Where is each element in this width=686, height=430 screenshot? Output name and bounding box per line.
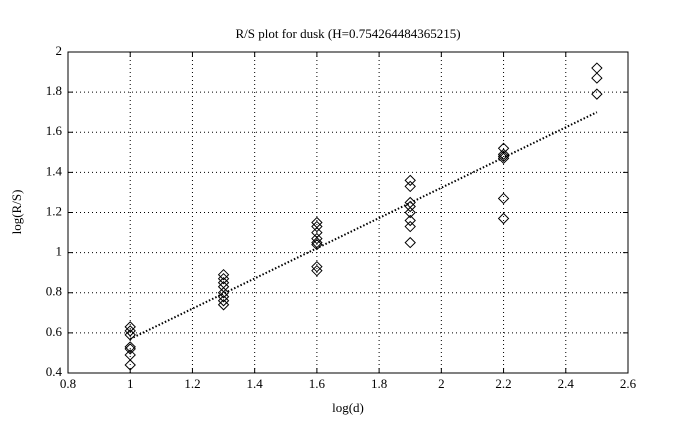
data-point <box>404 174 416 187</box>
chart-title: R/S plot for dusk (H=0.754264484365215) <box>235 26 460 41</box>
y-tick-label: 1.8 <box>46 83 62 98</box>
x-tick-label: 2 <box>438 376 445 391</box>
data-point <box>404 200 416 213</box>
x-tick-label: 1.2 <box>184 376 200 391</box>
x-tick-label: 2.4 <box>558 376 575 391</box>
data-point <box>404 236 416 249</box>
data-point <box>404 220 416 233</box>
data-point <box>311 238 323 251</box>
data-point <box>217 295 230 307</box>
data-point <box>217 272 230 285</box>
y-tick-label: 0.6 <box>46 324 63 339</box>
x-tick-label: 1.8 <box>371 376 387 391</box>
x-tick-label: 2.6 <box>620 376 637 391</box>
x-axis-label: log(d) <box>332 400 364 415</box>
y-tick-label: 0.4 <box>46 364 63 379</box>
data-point <box>124 359 136 371</box>
data-point <box>404 180 416 193</box>
data-point <box>404 206 416 219</box>
data-point <box>217 287 230 299</box>
data-point <box>497 150 510 163</box>
y-tick-label: 1.2 <box>46 203 62 218</box>
data-point <box>497 212 510 225</box>
data-point <box>311 264 323 277</box>
data-point <box>404 214 416 227</box>
data-point <box>311 220 323 233</box>
y-tick-label: 1.6 <box>46 123 63 138</box>
plot-frame <box>67 51 629 374</box>
x-tick-label: 0.8 <box>60 376 76 391</box>
data-point <box>591 62 603 74</box>
data-point <box>591 72 603 84</box>
data-point <box>217 299 230 311</box>
data-point <box>497 152 510 165</box>
data-point <box>311 260 323 273</box>
data-point <box>217 268 230 281</box>
y-axis-label: log(R/S) <box>9 190 24 235</box>
data-point <box>217 291 230 303</box>
data-point <box>497 148 510 161</box>
data-point <box>124 343 136 355</box>
x-tick-label: 1 <box>127 376 134 391</box>
data-point <box>124 341 136 353</box>
data-point <box>404 196 416 209</box>
data-point <box>124 329 136 341</box>
x-tick-label: 1.4 <box>247 376 264 391</box>
data-point <box>497 192 510 205</box>
x-tick-label: 1.6 <box>309 376 326 391</box>
data-point <box>124 325 136 337</box>
fit-line <box>129 111 598 340</box>
y-tick-label: 1.4 <box>46 163 63 178</box>
y-tick-label: 1 <box>56 244 63 259</box>
y-tick-label: 2 <box>56 43 63 58</box>
data-point <box>311 216 323 229</box>
x-tick-label: 2.2 <box>495 376 511 391</box>
y-tick-label: 0.8 <box>46 284 62 299</box>
data-point <box>124 321 136 333</box>
data-point <box>591 88 603 100</box>
data-point <box>311 232 323 245</box>
